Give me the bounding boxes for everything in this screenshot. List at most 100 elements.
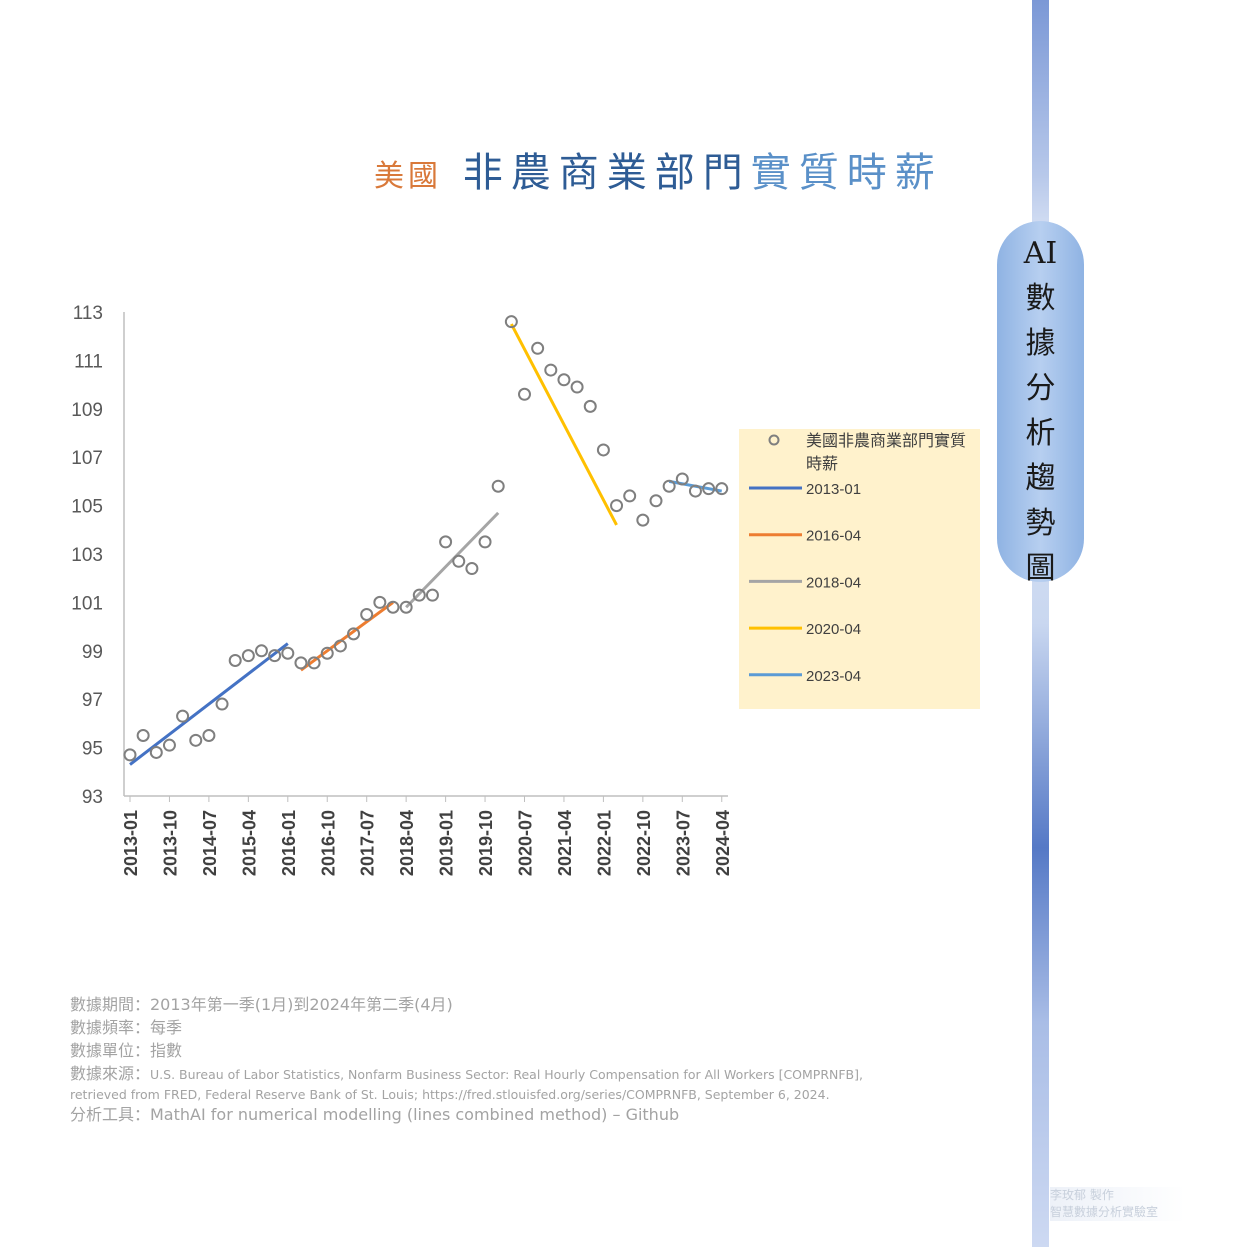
x-tick-label: 2018-04 [397,810,417,876]
y-tick-label: 101 [71,593,103,614]
data-point [123,748,137,762]
x-tick-label: 2024-04 [713,810,733,876]
data-point [636,513,650,527]
data-point [544,363,558,377]
trend-line-2020-04 [510,323,618,526]
x-tick-label: 2019-01 [437,810,457,876]
x-tick-label: 2014-07 [200,810,220,876]
badge-char: 據 [1025,326,1056,361]
data-point [439,535,453,549]
data-point [491,479,505,493]
y-tick-label: 107 [71,448,103,469]
trend-line-2018-04 [405,511,500,609]
legend-label-2018-04: 2018-04 [806,574,861,591]
x-tick-label: 2015-04 [239,810,259,876]
badge-char: 數 [1025,281,1056,316]
badge-char: 分 [1025,371,1056,406]
data-point [320,646,334,660]
x-tick-label: 2017-07 [358,810,378,876]
data-point [228,653,242,667]
data-point [399,600,413,614]
credit-lab: 智慧數據分析實驗室 [1050,1205,1159,1219]
data-point [702,482,716,496]
data-point [162,738,176,752]
data-point [294,656,308,670]
data-point [596,443,610,457]
x-tick-label: 2016-01 [279,810,299,876]
data-point [255,644,268,658]
data-point [347,627,361,641]
x-tick-label: 2021-04 [555,810,575,876]
badge-char: 勢 [1025,506,1056,541]
note-tool: 分析工具：MathAI for numerical modelling (lin… [70,1105,680,1124]
y-tick-label: 99 [82,642,103,663]
data-point [149,745,163,759]
note-unit: 數據單位：指數 [70,1041,183,1060]
trend-line-2013-01 [129,642,289,766]
data-point [412,588,426,602]
x-tick-label: 2013-01 [121,810,141,876]
ai-trend-badge: AI 數 據 分 析 趨 勢 圖 [997,221,1084,586]
data-point [281,646,295,660]
data-point [176,709,190,723]
data-point [333,639,347,653]
data-point [504,315,518,329]
data-point [425,588,439,602]
x-tick-label: 2023-07 [673,810,693,876]
note-source-text: U.S. Bureau of Labor Statistics, Nonfarm… [150,1067,863,1082]
legend-box [739,429,980,709]
data-point [241,649,255,663]
note-frequency: 數據頻率：每季 [70,1018,183,1037]
x-tick-label: 2020-07 [516,810,536,876]
data-point [688,484,702,498]
note-source-continued: retrieved from FRED, Federal Reserve Ban… [70,1087,830,1102]
data-point [452,554,466,568]
chart-notes: 數據期間：2013年第一季(1月)到2024年第二季(4月) 數據頻率：每季 數… [70,993,970,1126]
y-tick-label: 113 [73,303,103,324]
y-tick-label: 97 [82,690,103,711]
data-point [478,535,492,549]
data-point [202,729,216,742]
note-source-label: 數據來源： [70,1064,151,1083]
badge-char: 圖 [1025,551,1056,586]
y-tick-label: 103 [71,545,103,566]
x-tick-label: 2022-01 [594,810,614,876]
data-point [360,608,374,621]
y-tick-label: 93 [82,787,103,808]
data-point [557,373,571,387]
page-title: 美國 非農商業部門實質時薪 [374,140,974,200]
data-point [386,600,400,614]
title-part-sector: 非農商業部門 [462,150,751,196]
note-period: 數據期間：2013年第一季(1月)到2024年第二季(4月) [70,995,453,1014]
data-point [662,479,676,493]
legend-label-points: 美國非農商業部門實質時薪 [806,431,966,473]
y-tick-label: 109 [71,400,103,421]
data-point [715,482,729,496]
data-point [531,341,545,355]
x-tick-label: 2013-10 [160,810,180,876]
data-point [570,380,584,394]
title-part-country: 美國 [374,159,442,194]
title-part-wage: 實質時薪 [750,150,943,196]
x-tick-label: 2022-10 [634,810,654,876]
data-point [215,697,229,711]
data-point [373,595,387,609]
credit-watermark: 李玫郁 製作 智慧數據分析實驗室 [1050,1187,1185,1221]
legend-marker-points [768,434,780,446]
data-point [583,399,597,413]
badge-char: 析 [1025,416,1056,451]
data-point [189,733,203,747]
badge-char: AI [1023,236,1058,271]
y-tick-label: 95 [82,739,103,760]
legend-label-2016-04: 2016-04 [806,528,861,545]
data-point [623,489,637,503]
trend-line-2016-04 [300,601,394,672]
wage-chart: 93 95 97 99 101 103 105 107 109 111 113 2013-01 2013… [71,303,980,876]
note-source: 數據來源：U.S. Bureau of Labor Statistics, No… [70,1062,970,1086]
data-point [268,649,282,663]
y-tick-label: 111 [74,351,103,372]
legend-label-2023-04: 2023-04 [806,668,861,685]
badge-char: 趨 [1025,461,1056,496]
data-point [518,387,531,401]
data-point [675,472,689,486]
